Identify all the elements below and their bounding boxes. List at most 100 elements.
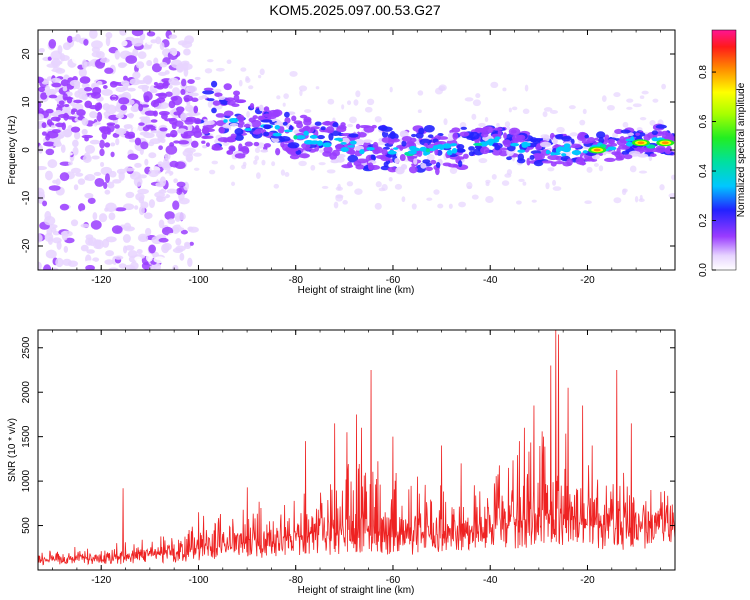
- heatmap-core-blob: [340, 147, 349, 153]
- heatmap-band-blob: [320, 126, 326, 131]
- heatmap-noise-blob: [282, 102, 286, 107]
- heatmap-noise-blob: [79, 210, 92, 215]
- heatmap-band-blob: [620, 129, 631, 134]
- heatmap-band-blob: [104, 142, 111, 148]
- heatmap-noise-blob: [179, 252, 185, 261]
- heatmap-noise-blob: [417, 109, 422, 114]
- snr-y-tick-label: 2500: [21, 336, 32, 359]
- heatmap-band-blob: [616, 139, 627, 146]
- heatmap-noise-blob: [119, 30, 127, 36]
- heatmap-core-blob: [607, 146, 617, 151]
- heatmap-band-blob: [81, 134, 94, 139]
- heatmap-noise-blob: [81, 59, 88, 70]
- heatmap-band-blob: [180, 88, 186, 96]
- heatmap-noise-blob: [81, 82, 90, 89]
- heatmap-band-blob: [57, 94, 64, 101]
- heatmap-noise-blob: [180, 229, 188, 235]
- heatmap-band-blob: [494, 144, 501, 151]
- heatmap-noise-blob: [347, 123, 354, 128]
- heatmap-band-blob: [188, 92, 199, 97]
- heatmap-band-blob: [289, 154, 300, 160]
- heatmap-band-blob: [139, 131, 151, 136]
- heatmap-band-blob: [287, 142, 300, 149]
- heatmap-band-blob: [423, 142, 429, 147]
- heatmap-noise-blob: [73, 131, 81, 140]
- heatmap-band-blob: [425, 166, 433, 172]
- heatmap-band-blob: [72, 139, 79, 148]
- heatmap-band-blob: [268, 109, 278, 117]
- heatmap-noise-blob: [443, 118, 448, 126]
- heatmap-noise-blob: [466, 185, 473, 190]
- heatmap-band-blob: [418, 127, 425, 135]
- heatmap-band-blob: [529, 155, 535, 160]
- heatmap-band-blob: [150, 99, 160, 108]
- heatmap-core-blob: [446, 149, 453, 156]
- heatmap-band-blob: [371, 124, 377, 129]
- heatmap-band-blob: [101, 132, 108, 140]
- heatmap-band-blob: [284, 111, 290, 118]
- heatmap-noise-blob: [568, 105, 576, 110]
- heatmap-band-blob: [145, 124, 154, 128]
- heatmap-noise-blob: [401, 196, 406, 203]
- heatmap-band-blob: [370, 154, 376, 160]
- heatmap-noise-blob: [80, 244, 89, 252]
- heatmap-core-blob: [517, 149, 526, 153]
- heatmap-noise-blob: [80, 223, 90, 228]
- heatmap-noise-blob: [337, 183, 341, 191]
- heatmap-band-blob: [187, 124, 193, 132]
- heatmap-core-blob: [451, 148, 458, 154]
- heatmap-noise-blob: [117, 62, 127, 69]
- heatmap-x-tick-label: -20: [580, 275, 595, 286]
- heatmap-noise-blob: [304, 109, 312, 113]
- heatmap-band-blob: [257, 115, 265, 121]
- heatmap-core-blob: [359, 149, 365, 155]
- heatmap-noise-blob: [261, 159, 266, 166]
- heatmap-noise-blob: [333, 201, 339, 209]
- heatmap-noise-blob: [193, 152, 202, 157]
- heatmap-noise-blob: [549, 109, 558, 114]
- heatmap-core-blob: [550, 151, 555, 156]
- heatmap-band-blob: [291, 148, 299, 152]
- heatmap-band-blob: [223, 83, 232, 91]
- heatmap-noise-blob: [100, 161, 105, 167]
- heatmap-band-blob: [437, 136, 449, 140]
- heatmap-band-blob: [275, 147, 281, 156]
- heatmap-noise-blob: [271, 161, 276, 167]
- heatmap-band-blob: [347, 154, 359, 163]
- heatmap-band-blob: [303, 118, 312, 126]
- heatmap-noise-blob: [90, 220, 102, 230]
- heatmap-noise-blob: [180, 78, 187, 87]
- heatmap-band-blob: [340, 122, 346, 127]
- heatmap-noise-blob: [283, 93, 289, 99]
- heatmap-noise-blob: [259, 68, 265, 76]
- heatmap-noise-blob: [206, 59, 214, 63]
- heatmap-noise-blob: [632, 103, 642, 108]
- heatmap-band-blob: [81, 128, 88, 136]
- heatmap-core-blob: [432, 145, 441, 150]
- heatmap-band-blob: [102, 85, 108, 89]
- heatmap-noise-blob: [47, 159, 58, 169]
- heatmap-band-blob: [227, 100, 236, 106]
- heatmap-noise-blob: [641, 90, 649, 95]
- heatmap-band-blob: [120, 104, 128, 111]
- heatmap-x-tick-label: -80: [288, 275, 303, 286]
- heatmap-band-blob: [623, 154, 633, 160]
- heatmap-noise-blob: [125, 191, 135, 199]
- heatmap-band-blob: [435, 162, 441, 169]
- heatmap-noise-blob: [335, 194, 344, 202]
- heatmap-noise-blob: [145, 253, 153, 262]
- heatmap-band-blob: [452, 132, 459, 141]
- heatmap-noise-blob: [114, 207, 127, 212]
- heatmap-band-blob: [55, 122, 65, 128]
- heatmap-noise-blob: [136, 248, 143, 255]
- heatmap-core-blob: [283, 129, 293, 133]
- heatmap-band-blob: [50, 116, 61, 122]
- heatmap-noise-blob: [179, 220, 190, 229]
- heatmap-band-blob: [94, 121, 101, 126]
- heatmap-noise-blob: [48, 38, 57, 49]
- heatmap-band-blob: [447, 163, 459, 168]
- snr-x-tick-label: -60: [386, 575, 401, 586]
- heatmap-y-tick-label: -20: [21, 238, 32, 253]
- heatmap-noise-blob: [148, 244, 156, 254]
- heatmap-noise-blob: [652, 98, 659, 103]
